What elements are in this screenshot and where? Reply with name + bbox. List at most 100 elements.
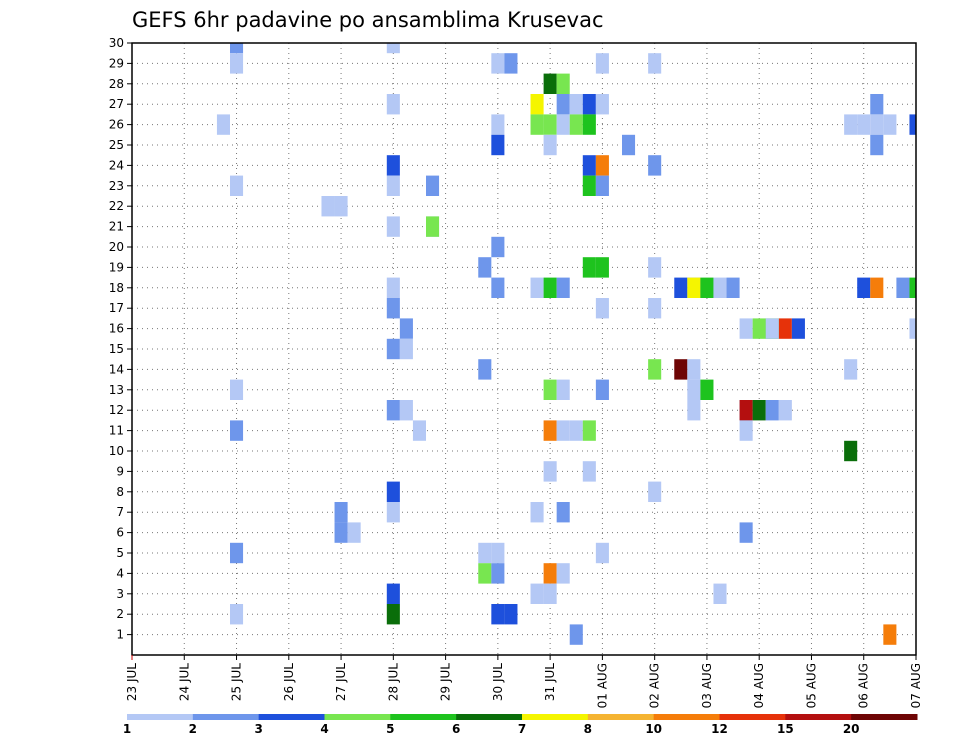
heatmap-cell xyxy=(857,277,871,298)
y-tick-label: 25 xyxy=(109,138,124,152)
colorbar-label: 5 xyxy=(386,722,394,736)
y-tick-label: 3 xyxy=(116,587,124,601)
heatmap-cell xyxy=(556,563,570,584)
heatmap-cell xyxy=(844,359,858,380)
x-tick-label: 29 JUL xyxy=(439,663,453,701)
heatmap-cell xyxy=(399,400,413,421)
heatmap-cell xyxy=(896,277,910,298)
heatmap-cell xyxy=(504,604,518,625)
y-tick-label: 23 xyxy=(109,179,124,193)
colorbar-label: 12 xyxy=(711,722,728,736)
x-axis: 23 JUL 24 JUL 25 JUL 26 JUL 27 JUL 28 JUL 29 J… xyxy=(125,655,923,708)
y-tick-label: 21 xyxy=(109,220,124,234)
heatmap-cell xyxy=(386,43,400,54)
y-tick-label: 13 xyxy=(109,383,124,397)
heatmap-cell xyxy=(569,114,583,135)
heatmap-cell xyxy=(386,155,400,176)
heatmap-cell xyxy=(491,563,505,584)
heatmap-cell xyxy=(216,114,230,135)
heatmap-cell xyxy=(739,318,753,339)
heatmap-cell xyxy=(321,196,335,217)
heatmap-cell xyxy=(648,53,662,74)
heatmap-cell xyxy=(491,277,505,298)
y-tick-label: 28 xyxy=(109,77,124,91)
heatmap-cell xyxy=(334,522,348,543)
heatmap-cell xyxy=(674,277,688,298)
heatmap-cell xyxy=(909,114,916,135)
x-tick-label: 01 AUG xyxy=(595,663,609,708)
heatmap-cell xyxy=(491,114,505,135)
heatmap-cell xyxy=(491,542,505,564)
heatmap-cell xyxy=(870,114,884,135)
heatmap-cell xyxy=(556,94,570,115)
colorbar-label: 4 xyxy=(320,722,328,736)
x-tick-label: 02 AUG xyxy=(648,663,662,708)
x-tick-label: 07 AUG xyxy=(909,663,923,708)
y-tick-label: 17 xyxy=(109,301,124,315)
colorbar-label: 2 xyxy=(189,722,197,736)
heatmap-cell xyxy=(648,155,662,176)
colorbar-swatch xyxy=(851,714,918,720)
heatmap-cell xyxy=(870,277,884,298)
heatmap-cell xyxy=(504,53,518,74)
heatmap-cell xyxy=(491,604,505,625)
y-tick-label: 5 xyxy=(116,546,124,560)
y-tick-label: 29 xyxy=(109,56,124,70)
heatmap-cell xyxy=(386,94,400,115)
heatmap-cell xyxy=(595,542,609,564)
heatmap-cell xyxy=(595,175,609,196)
x-tick-label: 03 AUG xyxy=(700,663,714,708)
y-tick-label: 20 xyxy=(109,240,124,254)
heatmap-cell xyxy=(752,400,766,421)
heatmap-cell xyxy=(230,175,244,196)
heatmap-cell xyxy=(491,134,505,156)
heatmap-cell xyxy=(687,277,701,298)
heatmap-cell xyxy=(765,400,779,421)
heatmap-cell xyxy=(399,338,413,360)
heatmap-cell xyxy=(556,379,570,400)
heatmap-cell xyxy=(713,277,727,298)
y-tick-label: 9 xyxy=(116,464,124,478)
x-tick-label: 25 JUL xyxy=(230,663,244,701)
heatmap-cell xyxy=(530,277,544,298)
heatmap-cell xyxy=(569,624,583,645)
heatmap-cell xyxy=(582,257,596,278)
colorbar-swatch xyxy=(719,714,786,720)
heatmap-cell xyxy=(543,583,557,604)
y-tick-label: 18 xyxy=(109,281,124,295)
colorbar-label: 3 xyxy=(254,722,262,736)
heatmap-cell xyxy=(687,359,701,380)
heatmap-cell xyxy=(909,277,916,298)
y-tick-label: 22 xyxy=(109,199,124,213)
colorbar-swatch xyxy=(785,714,852,720)
heatmap-cell xyxy=(582,155,596,176)
heatmap-cell xyxy=(648,359,662,380)
heatmap-cell xyxy=(582,94,596,115)
heatmap-cell xyxy=(739,400,753,421)
heatmap-cell xyxy=(700,379,714,400)
heatmap-cell xyxy=(426,216,440,237)
colorbar-swatch xyxy=(587,714,655,720)
heatmap-cell xyxy=(687,400,701,421)
heatmap-cell xyxy=(347,522,361,543)
heatmap-cell xyxy=(399,318,413,339)
heatmap-cell xyxy=(530,502,544,523)
heatmap-cell xyxy=(543,73,557,94)
heatmap-cell xyxy=(556,114,570,135)
colorbar-swatch xyxy=(522,714,589,720)
heatmap-cell xyxy=(386,502,400,523)
chart-title: GEFS 6hr padavine po ansamblima Krusevac xyxy=(132,8,604,32)
x-tick-label: 05 AUG xyxy=(804,663,818,708)
heatmap-cell xyxy=(230,43,244,54)
heatmap-cell xyxy=(844,440,858,462)
x-tick-label: 23 JUL xyxy=(125,663,139,701)
heatmap-cell xyxy=(426,175,440,196)
x-tick-label: 24 JUL xyxy=(177,663,191,701)
heatmap-cell xyxy=(530,114,544,135)
colorbar-swatch xyxy=(192,714,260,720)
heatmap-cell xyxy=(870,134,884,156)
heatmap-cell xyxy=(230,379,244,400)
y-tick-label: 8 xyxy=(116,485,124,499)
y-tick-label: 12 xyxy=(109,403,124,417)
heatmap-cell xyxy=(478,359,492,380)
